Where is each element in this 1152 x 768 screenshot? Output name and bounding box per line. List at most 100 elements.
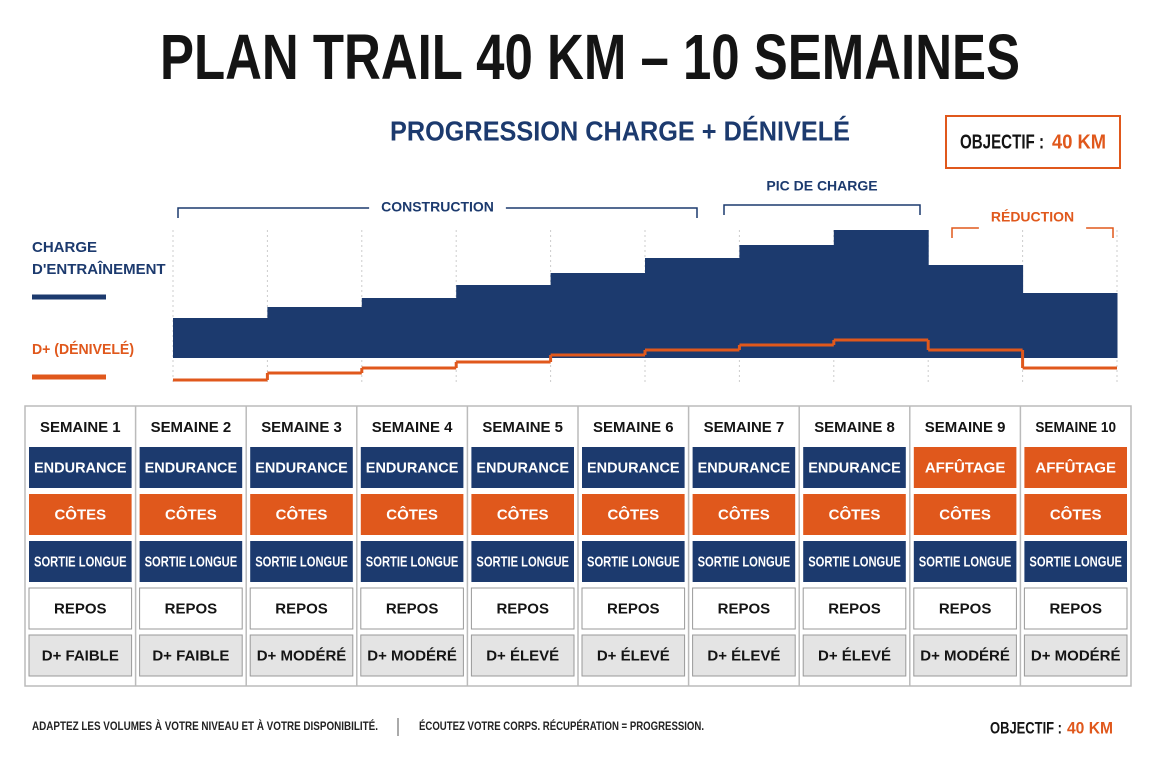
cell-label: REPOS bbox=[828, 600, 881, 617]
cell-label: ENDURANCE bbox=[476, 459, 569, 476]
charge-bar bbox=[928, 265, 1024, 358]
cell-label: D+ MODÉRÉ bbox=[257, 647, 347, 664]
cell-label: SORTIE LONGUE bbox=[919, 553, 1012, 570]
cell-label: D+ ÉLEVÉ bbox=[818, 647, 891, 664]
cell-label: D+ FAIBLE bbox=[152, 647, 229, 664]
cell bbox=[139, 587, 243, 630]
cell-label: REPOS bbox=[275, 600, 328, 617]
cell bbox=[802, 587, 907, 630]
cell bbox=[1024, 494, 1127, 535]
cell-label: D+ MODÉRÉ bbox=[920, 647, 1010, 664]
cell bbox=[29, 494, 132, 535]
objective-value: 40 KM bbox=[1052, 131, 1106, 153]
footer-objective-label: OBJECTIF : bbox=[990, 718, 1062, 737]
charge-bar bbox=[645, 258, 740, 358]
footer-objective-value: 40 KM bbox=[1067, 718, 1113, 737]
title: PLAN TRAIL 40 KM – 10 SEMAINES bbox=[160, 21, 1020, 93]
cell bbox=[803, 447, 906, 488]
cell bbox=[913, 541, 1017, 582]
cell bbox=[913, 447, 1017, 488]
cell bbox=[250, 447, 353, 488]
cell-label: SORTIE LONGUE bbox=[255, 553, 348, 570]
cell bbox=[139, 541, 243, 582]
cell bbox=[249, 634, 354, 677]
cell-label: REPOS bbox=[496, 600, 549, 617]
cell bbox=[582, 494, 685, 535]
cell bbox=[250, 541, 353, 582]
cell bbox=[250, 494, 353, 535]
charge-bar bbox=[361, 298, 457, 358]
week-header: SEMAINE 1 bbox=[40, 419, 121, 436]
cell-label: D+ MODÉRÉ bbox=[1031, 647, 1121, 664]
cell-label: SORTIE LONGUE bbox=[476, 553, 569, 570]
cell bbox=[581, 587, 686, 630]
charge-bar bbox=[550, 273, 646, 358]
cell bbox=[471, 494, 574, 535]
cell bbox=[1023, 634, 1128, 677]
footer-note: ADAPTEZ LES VOLUMES À VOTRE NIVEAU ET À … bbox=[32, 718, 378, 733]
cell bbox=[692, 494, 796, 535]
cell bbox=[692, 634, 796, 677]
week-header: SEMAINE 8 bbox=[814, 419, 895, 436]
objective-box bbox=[945, 115, 1121, 169]
cell bbox=[470, 587, 575, 630]
cell bbox=[470, 634, 575, 677]
cell-label: CÔTES bbox=[718, 505, 770, 523]
week-header: SEMAINE 9 bbox=[925, 419, 1006, 436]
cell-label: D+ FAIBLE bbox=[42, 647, 119, 664]
cell-label: D+ MODÉRÉ bbox=[367, 647, 457, 664]
cell-label: D+ ÉLEVÉ bbox=[597, 647, 670, 664]
cell-label: CÔTES bbox=[276, 505, 328, 523]
cell bbox=[29, 541, 132, 582]
week-header: SEMAINE 5 bbox=[482, 419, 563, 436]
cell bbox=[692, 587, 796, 630]
cell-label: SORTIE LONGUE bbox=[808, 553, 901, 570]
cell bbox=[139, 447, 243, 488]
phase-label: CONSTRUCTION bbox=[381, 199, 494, 215]
cell-label: REPOS bbox=[607, 600, 660, 617]
cell-label: SORTIE LONGUE bbox=[145, 553, 238, 570]
cell-label: ENDURANCE bbox=[255, 459, 348, 476]
cell bbox=[913, 587, 1017, 630]
cell-label: D+ ÉLEVÉ bbox=[486, 647, 559, 664]
charge-bar bbox=[833, 230, 929, 358]
cell bbox=[913, 494, 1017, 535]
objective-label: OBJECTIF : bbox=[960, 131, 1044, 153]
cell bbox=[582, 447, 685, 488]
cell bbox=[28, 587, 133, 630]
cell-label: D+ ÉLEVÉ bbox=[707, 647, 780, 664]
cell-label: AFFÛTAGE bbox=[925, 458, 1006, 476]
cell-label: AFFÛTAGE bbox=[1035, 458, 1116, 476]
cell-label: CÔTES bbox=[386, 505, 438, 523]
cell-label: CÔTES bbox=[165, 505, 217, 523]
cell bbox=[803, 494, 906, 535]
phase-label: RÉDUCTION bbox=[991, 209, 1074, 225]
cell bbox=[28, 634, 133, 677]
phase-bracket bbox=[177, 207, 370, 218]
cell bbox=[802, 634, 907, 677]
cell-label: CÔTES bbox=[1050, 505, 1102, 523]
legend-label: CHARGE D'ENTRAÎNEMENT bbox=[32, 239, 166, 278]
charge-bar bbox=[267, 307, 363, 358]
cell-label: REPOS bbox=[939, 600, 992, 617]
charge-bar bbox=[456, 285, 552, 358]
cell-label: CÔTES bbox=[607, 505, 659, 523]
cell bbox=[139, 494, 243, 535]
cell bbox=[471, 447, 574, 488]
cell-label: ENDURANCE bbox=[698, 459, 791, 476]
cell-label: REPOS bbox=[165, 600, 218, 617]
cell-label: SORTIE LONGUE bbox=[587, 553, 680, 570]
charge-bar bbox=[739, 245, 835, 358]
week-header: SEMAINE 3 bbox=[261, 419, 342, 436]
cell-label: ENDURANCE bbox=[34, 459, 127, 476]
cell bbox=[360, 447, 464, 488]
cell-label: ENDURANCE bbox=[808, 459, 901, 476]
phase-label: PIC DE CHARGE bbox=[766, 178, 877, 194]
cell bbox=[1024, 541, 1127, 582]
phase-bracket bbox=[723, 204, 921, 215]
footer-note: ÉCOUTEZ VOTRE CORPS. RÉCUPÉRATION = PROG… bbox=[419, 718, 704, 733]
week-header: SEMAINE 6 bbox=[593, 419, 674, 436]
week-header: SEMAINE 7 bbox=[704, 419, 785, 436]
cell-label: CÔTES bbox=[829, 505, 881, 523]
